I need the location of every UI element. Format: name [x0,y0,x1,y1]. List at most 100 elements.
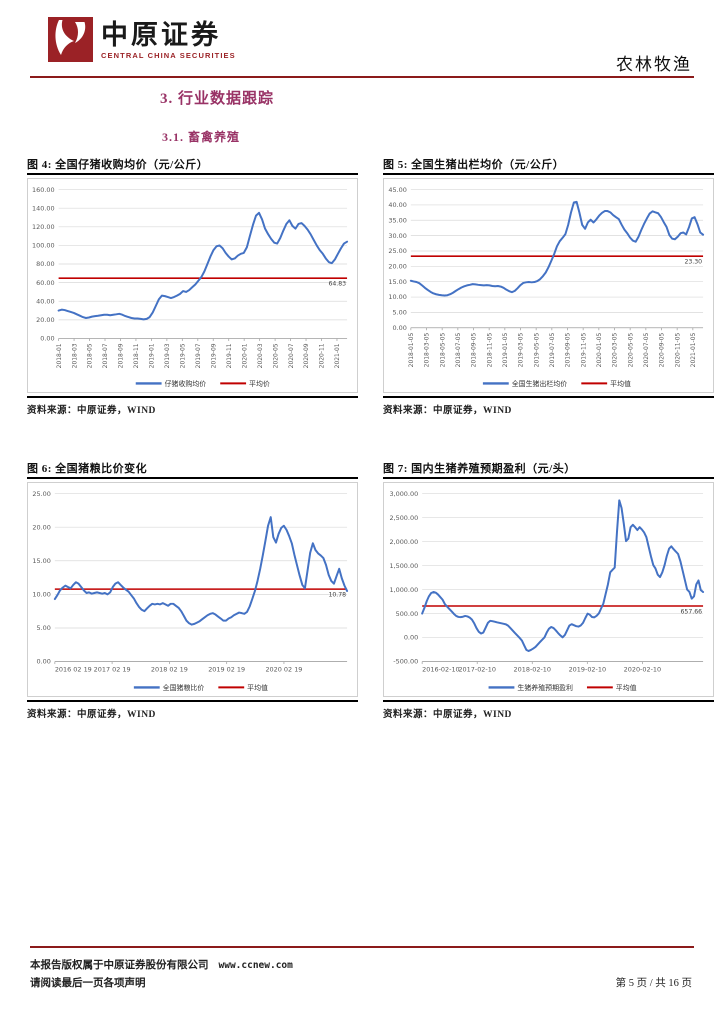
svg-text:2018-11: 2018-11 [133,343,140,368]
svg-text:0.00: 0.00 [40,335,54,343]
svg-text:2019 02 19: 2019 02 19 [208,666,245,674]
svg-text:2019-07-05: 2019-07-05 [549,333,556,368]
svg-text:2019-11: 2019-11 [226,343,233,368]
svg-text:0.00: 0.00 [404,634,418,642]
figure-4-chart: 0.00 20.00 40.00 60.00 80.00 100.00 120.00 140.… [32,186,349,388]
header-divider [30,76,694,78]
figure-divider [383,173,714,175]
svg-text:2018-02-10: 2018-02-10 [514,666,552,674]
svg-text:20.00: 20.00 [32,523,50,531]
svg-text:2,000.00: 2,000.00 [389,538,418,546]
industry-category: 农林牧渔 [616,55,692,74]
figure-6-title: 图 6: 全国猪粮比价变化 [27,463,148,475]
brand-name-cn: 中原证券 [101,20,221,50]
footer-copyright: 本报告版权属于中原证券股份有限公司 www.ccnew.com [30,960,293,971]
svg-text:2020-09-05: 2020-09-05 [659,333,666,368]
svg-text:10.00: 10.00 [32,591,50,599]
svg-text:2019-05: 2019-05 [180,343,187,368]
svg-text:64.83: 64.83 [328,281,346,288]
figure-4: 图 4: 全国仔猪收购均价（元/公斤） 0.00 20.00 40.00 60.00 8… [27,156,358,416]
svg-text:全国猪粮比价: 全国猪粮比价 [163,683,205,692]
svg-text:2018-09: 2018-09 [118,343,125,368]
svg-text:平均值: 平均值 [616,683,637,692]
logo-flame-icon [48,17,93,62]
svg-text:2020-11-05: 2020-11-05 [674,333,681,368]
svg-text:15.00: 15.00 [388,278,406,286]
svg-text:60.00: 60.00 [36,279,54,287]
figure-divider [383,477,714,479]
svg-text:20.00: 20.00 [36,316,54,324]
svg-text:1,500.00: 1,500.00 [389,562,418,570]
figure-5-chart: 0.00 5.00 10.00 15.00 20.00 25.00 30.00 35.00 40… [388,186,705,388]
svg-text:1,000.00: 1,000.00 [389,586,418,594]
footer-disclaimer: 请阅读最后一页各项声明 [30,978,146,989]
svg-text:2019-09: 2019-09 [210,343,217,368]
svg-text:2019-09-05: 2019-09-05 [565,333,572,368]
svg-text:2020-02-10: 2020-02-10 [624,666,662,674]
figure-divider [27,173,358,175]
footer-url: www.ccnew.com [218,960,293,971]
svg-text:2017 02 19: 2017 02 19 [94,666,131,674]
figure-6: 图 6: 全国猪粮比价变化 0.00 5.00 10.00 15.00 20.00 25.… [27,460,358,720]
svg-text:2020-05: 2020-05 [272,343,279,368]
svg-text:-500.00: -500.00 [393,658,418,666]
svg-text:2018-11-05: 2018-11-05 [486,333,493,368]
footer-divider [30,946,694,948]
figure-5: 图 5: 全国生猪出栏均价（元/公斤） 0.00 5.00 10.00 15.00 20… [383,156,714,416]
svg-text:2016-02-10: 2016-02-10 [422,666,460,674]
svg-text:2020 02 19: 2020 02 19 [265,666,302,674]
svg-text:2018-01-05: 2018-01-05 [408,333,415,368]
svg-text:0.00: 0.00 [36,658,50,666]
svg-text:平均值: 平均值 [610,379,631,388]
figure-6-source: 资料来源：中原证券，WIND [27,710,156,720]
svg-text:2017-02-10: 2017-02-10 [458,666,496,674]
svg-text:15.00: 15.00 [32,557,50,565]
svg-text:2020-03-05: 2020-03-05 [612,333,619,368]
svg-text:2020-09: 2020-09 [303,343,310,368]
figure-4-title: 图 4: 全国仔猪收购均价（元/公斤） [27,159,209,171]
svg-text:2019-01-05: 2019-01-05 [502,333,509,368]
svg-text:2018-03: 2018-03 [71,343,78,368]
figure-divider [383,700,714,702]
figure-divider [27,700,358,702]
svg-text:2020-05-05: 2020-05-05 [627,333,634,368]
company-logo: 中原证券 CENTRAL CHINA SECURITIES [48,17,236,62]
svg-text:2021-01-05: 2021-01-05 [690,333,697,368]
svg-text:5.00: 5.00 [36,624,50,632]
svg-text:2018-07: 2018-07 [102,343,109,368]
svg-text:平均值: 平均值 [247,683,268,692]
svg-text:2018-03-05: 2018-03-05 [424,333,431,368]
svg-text:500.00: 500.00 [396,610,419,618]
figure-divider [27,396,358,398]
svg-text:23.30: 23.30 [684,259,702,266]
svg-text:2020-03: 2020-03 [257,343,264,368]
svg-text:25.00: 25.00 [388,247,406,255]
svg-text:35.00: 35.00 [388,216,406,224]
svg-text:2,500.00: 2,500.00 [389,514,418,522]
svg-text:2020-07-05: 2020-07-05 [643,333,650,368]
page-number: 第 5 页 / 共 16 页 [615,978,692,989]
svg-text:40.00: 40.00 [36,297,54,305]
svg-text:2020-11: 2020-11 [319,343,326,368]
brand-name-en: CENTRAL CHINA SECURITIES [101,51,236,60]
svg-text:平均价: 平均价 [249,379,270,388]
svg-text:25.00: 25.00 [32,490,50,498]
figure-7-title: 图 7: 国内生猪养殖预期盈利（元/头） [383,463,576,475]
svg-text:生猪养殖预期盈利: 生猪养殖预期盈利 [517,683,573,692]
svg-text:2018 02 19: 2018 02 19 [151,666,188,674]
svg-text:2019-02-10: 2019-02-10 [569,666,607,674]
svg-text:2018-09-05: 2018-09-05 [471,333,478,368]
figure-7-chart: -500.00 0.00 500.00 1,000.00 1,500.00 2,000.0… [389,490,705,692]
svg-text:5.00: 5.00 [392,309,406,317]
section-heading: 3. 行业数据跟踪 [160,91,275,107]
svg-text:30.00: 30.00 [388,232,406,240]
subsection-heading: 3.1. 畜禽养殖 [162,130,241,144]
svg-text:120.00: 120.00 [32,223,55,231]
svg-text:2018-05-05: 2018-05-05 [439,333,446,368]
svg-text:10.78: 10.78 [328,592,346,599]
svg-text:2019-07: 2019-07 [195,343,202,368]
figure-7-source: 资料来源：中原证券，WIND [383,710,512,720]
svg-text:2019-11-05: 2019-11-05 [580,333,587,368]
svg-text:仔猪收购均价: 仔猪收购均价 [165,379,207,388]
